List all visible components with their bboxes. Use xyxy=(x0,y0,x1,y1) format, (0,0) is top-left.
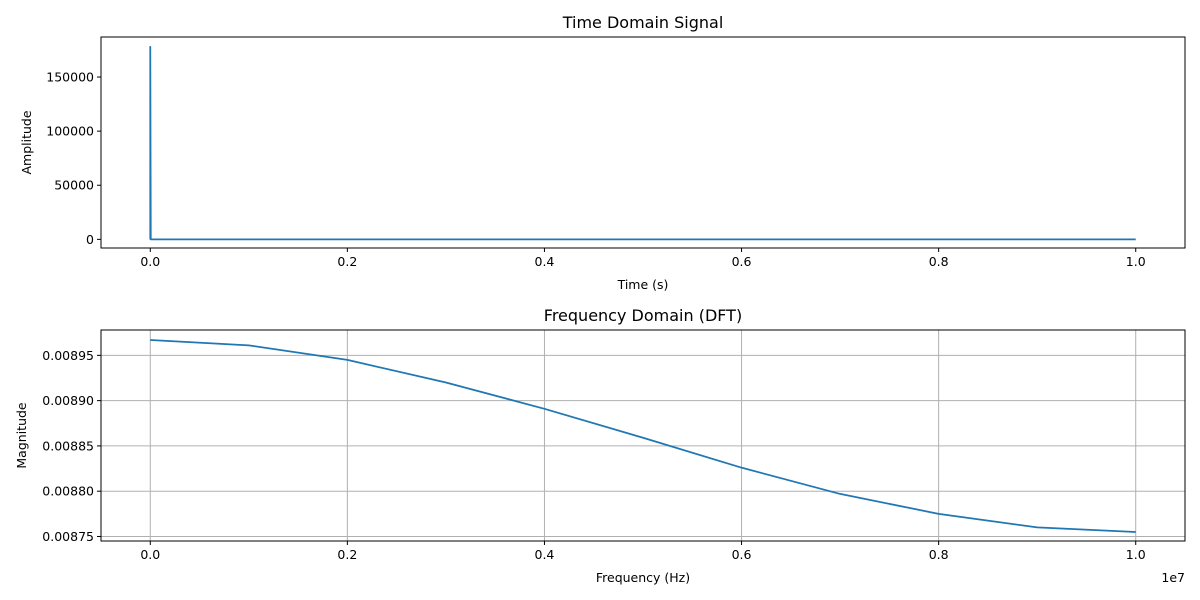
chart2-xtick-label-2: 0.4 xyxy=(535,547,555,562)
chart1-series-line-0 xyxy=(149,45,1136,241)
chart1-axes-frame xyxy=(100,36,1186,249)
chart1-ytick-label-0: 0 xyxy=(86,232,94,247)
chart1-ylabel: Amplitude xyxy=(19,110,34,174)
chart1-xtick-label-5: 1.0 xyxy=(1126,254,1146,269)
chart1-ytick-label-1: 50000 xyxy=(54,178,94,193)
chart1-ytick-label-3: 150000 xyxy=(46,70,94,85)
chart2-ytick-label-2: 0.00885 xyxy=(42,438,94,453)
chart2-x-offset-label: 1e7 xyxy=(1161,570,1185,585)
chart2-ytick-label-0: 0.00875 xyxy=(42,529,94,544)
chart1-xtick-label-2: 0.4 xyxy=(535,254,555,269)
chart2-xtick-label-0: 0.0 xyxy=(140,547,160,562)
chart1-title: Time Domain Signal xyxy=(562,13,724,32)
chart2-xtick-label-4: 0.8 xyxy=(929,547,949,562)
chart2-ytick-label-1: 0.00880 xyxy=(42,484,94,499)
chart1: 0.0 0.2 0.4 0.6 0.8 1.0 0 50000 100000 150000 Time… xyxy=(19,13,1186,292)
chart2-ytick-label-3: 0.00890 xyxy=(42,393,94,408)
chart2-xtick-label-5: 1.0 xyxy=(1126,547,1146,562)
chart2-xtick-label-3: 0.6 xyxy=(732,547,752,562)
chart1-xtick-label-3: 0.6 xyxy=(732,254,752,269)
chart1-xlabel: Time (s) xyxy=(617,277,669,292)
chart2-xtick-label-1: 0.2 xyxy=(337,547,357,562)
chart1-xtick-label-1: 0.2 xyxy=(337,254,357,269)
chart2-ytick-label-4: 0.00895 xyxy=(42,348,94,363)
chart1-xtick-label-4: 0.8 xyxy=(929,254,949,269)
chart1-xtick-label-0: 0.0 xyxy=(140,254,160,269)
chart2: 0.0 0.2 0.4 0.6 0.8 1.0 0.00875 0.00880 0.00885 0… xyxy=(14,306,1186,585)
chart2-xlabel: Frequency (Hz) xyxy=(596,570,690,585)
chart2-series-line-0 xyxy=(150,339,1136,533)
chart2-axes-frame xyxy=(100,329,1186,542)
chart2-title: Frequency Domain (DFT) xyxy=(544,306,742,325)
chart2-ylabel: Magnitude xyxy=(14,402,29,469)
chart1-ytick-label-2: 100000 xyxy=(46,124,94,139)
